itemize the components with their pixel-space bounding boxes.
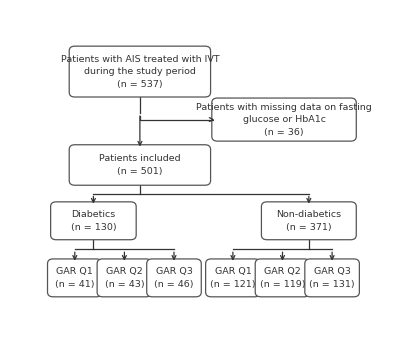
FancyBboxPatch shape — [262, 202, 356, 240]
FancyBboxPatch shape — [51, 202, 136, 240]
Text: Diabetics
(n = 130): Diabetics (n = 130) — [70, 210, 116, 232]
FancyBboxPatch shape — [206, 259, 260, 297]
FancyBboxPatch shape — [69, 145, 210, 185]
Text: GAR Q1
(n = 121): GAR Q1 (n = 121) — [210, 267, 256, 288]
Text: GAR Q2
(n = 119): GAR Q2 (n = 119) — [260, 267, 305, 288]
FancyBboxPatch shape — [305, 259, 359, 297]
FancyBboxPatch shape — [48, 259, 102, 297]
Text: GAR Q2
(n = 43): GAR Q2 (n = 43) — [104, 267, 144, 288]
FancyBboxPatch shape — [97, 259, 152, 297]
Text: Patients with missing data on fasting
glucose or HbA1c
(n = 36): Patients with missing data on fasting gl… — [196, 102, 372, 136]
Text: GAR Q3
(n = 46): GAR Q3 (n = 46) — [154, 267, 194, 288]
FancyBboxPatch shape — [69, 46, 210, 97]
Text: GAR Q3
(n = 131): GAR Q3 (n = 131) — [309, 267, 355, 288]
FancyBboxPatch shape — [255, 259, 310, 297]
Text: Non-diabetics
(n = 371): Non-diabetics (n = 371) — [276, 210, 342, 232]
Text: GAR Q1
(n = 41): GAR Q1 (n = 41) — [55, 267, 94, 288]
Text: Patients with AIS treated with IVT
during the study period
(n = 537): Patients with AIS treated with IVT durin… — [60, 55, 219, 89]
FancyBboxPatch shape — [212, 98, 356, 141]
FancyBboxPatch shape — [147, 259, 201, 297]
Text: Patients included
(n = 501): Patients included (n = 501) — [99, 154, 181, 176]
